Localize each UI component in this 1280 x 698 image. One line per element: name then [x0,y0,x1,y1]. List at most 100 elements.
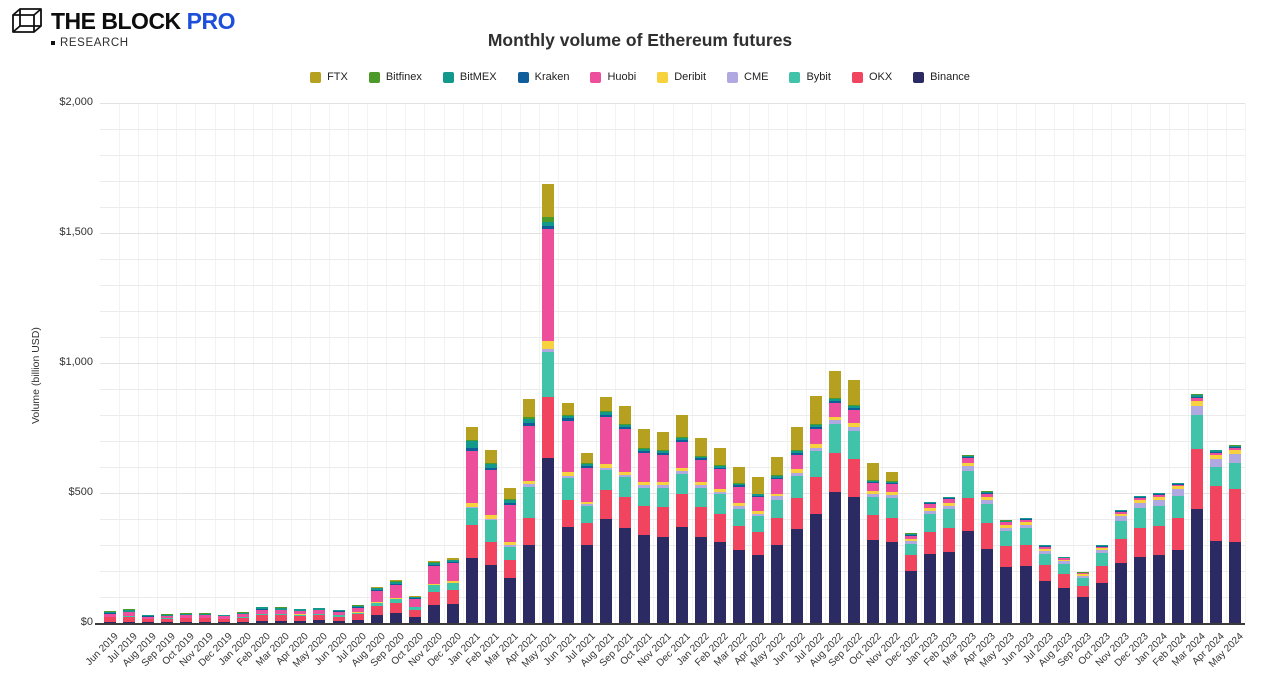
bar-oct-2019 [179,613,192,623]
bar-segment-huobi [313,610,326,614]
bar-segment-binance [427,605,440,623]
bar-segment-binance [866,539,879,623]
bar-segment-bitfinex [714,465,727,467]
bar-segment-bitmex [847,406,860,409]
bar-segment-huobi [122,612,135,616]
bar-segment-ftx [771,456,784,476]
bar-segment-cme [714,491,727,495]
bar-segment-kraken [1019,519,1032,520]
bar-segment-kraken [313,609,326,611]
bar-segment-bybit [1191,415,1204,449]
bar-segment-bitmex [103,611,116,614]
bar-segment-bybit [924,513,937,533]
bar-segment-binance [408,616,421,623]
bar-segment-binance [561,527,574,623]
bar-segment-bybit [1134,507,1147,529]
legend-label: Bitfinex [385,71,422,83]
legend-item-kraken[interactable]: Kraken [517,71,570,83]
bar-segment-ftx [676,415,689,437]
gridline [100,519,1245,520]
bar-segment-cme [1019,525,1032,529]
bar-segment-huobi [771,479,784,494]
bar-segment-bitfinex [695,455,708,457]
bar-segment-huobi [1057,558,1070,560]
bar-segment-huobi [160,616,173,619]
bar-segment-bybit [370,603,383,607]
bar-segment-okx [1153,526,1166,556]
bar-segment-ftx [370,586,383,588]
bar-segment-deribit [790,469,803,473]
bar-segment-binance [370,615,383,623]
bar-segment-huobi [943,499,956,503]
bar-segment-huobi [504,505,517,542]
bar-segment-cme [924,510,937,514]
bar-segment-kraken [332,611,345,612]
bar-jun-2019 [103,611,116,623]
legend-item-huobi[interactable]: Huobi [590,71,636,83]
bar-segment-bitfinex [637,448,650,450]
bar-segment-bybit [427,585,440,592]
gridline [100,467,1245,468]
bar-segment-cme [695,485,708,488]
bar-segment-huobi [828,402,841,417]
bar-segment-deribit [905,539,918,542]
bar-segment-bitfinex [351,605,364,606]
legend-item-cme[interactable]: CME [727,71,768,83]
bar-segment-huobi [1019,519,1032,523]
bar-segment-kraken [1038,546,1051,547]
legend-label: Kraken [534,71,570,83]
bar-segment-kraken [962,456,975,458]
legend-item-deribit[interactable]: Deribit [657,71,706,83]
bar-segment-huobi [885,484,898,493]
bar-segment-bitmex [885,481,898,484]
bar-may-2022 [771,456,784,623]
bar-segment-bitfinex [618,423,631,425]
bar-segment-bitfinex [256,606,269,608]
legend-item-bitmex[interactable]: BitMEX [442,71,497,83]
bar-segment-binance [237,621,250,623]
bar-apr-2024 [1210,449,1223,623]
bar-segment-huobi [599,417,612,464]
bar-segment-cme [1095,550,1108,554]
bar-segment-okx [847,459,860,497]
bar-segment-ftx [466,426,479,441]
bar-segment-bitmex [1229,445,1242,447]
bar-segment-okx [294,616,307,621]
legend-item-bybit[interactable]: Bybit [789,71,831,83]
bar-segment-bybit [1076,577,1089,587]
bar-segment-bitfinex [847,405,860,407]
bar-segment-bitmex [1057,557,1070,558]
bar-segment-bybit [714,494,727,514]
bar-segment-okx [447,589,460,605]
bar-segment-huobi [141,616,154,619]
bar-jan-2021 [466,426,479,623]
bar-segment-bitmex [1210,450,1223,452]
bar-segment-binance [962,530,975,623]
bar-segment-huobi [485,470,498,516]
legend-item-binance[interactable]: Binance [913,71,970,83]
bar-segment-bitmex [1095,545,1108,547]
bar-segment-bybit [351,612,364,615]
bar-segment-cme [504,545,517,547]
bar-segment-binance [809,513,822,623]
legend-item-bitfinex[interactable]: Bitfinex [368,71,422,83]
bar-segment-deribit [504,541,517,546]
bar-segment-ftx [695,438,708,456]
bar-jul-2023 [1038,545,1051,623]
bar-segment-okx [580,522,593,545]
legend-item-ftx[interactable]: FTX [310,71,348,83]
bar-segment-huobi [809,428,822,445]
bar-segment-huobi [294,611,307,615]
bar-segment-huobi [695,460,708,483]
legend-label: OKX [868,71,893,83]
bar-segment-huobi [103,613,116,617]
bar-segment-huobi [427,565,440,584]
bar-segment-deribit [771,493,784,497]
bar-segment-kraken [389,584,402,585]
legend-item-okx[interactable]: OKX [851,71,893,83]
bar-segment-kraken [790,453,803,456]
bar-segment-okx [389,602,402,614]
bar-segment-okx [924,532,937,555]
bar-segment-deribit [1019,522,1032,526]
gridline [100,155,1245,156]
